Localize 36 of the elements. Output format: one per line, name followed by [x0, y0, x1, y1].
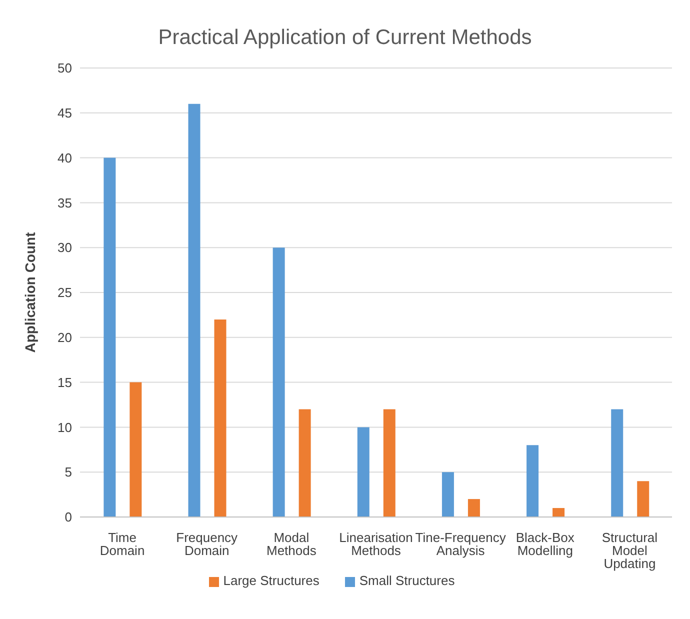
y-tick-label: 10 [58, 420, 72, 435]
bar [383, 409, 396, 517]
bar [298, 409, 311, 517]
y-tick-label: 5 [64, 464, 72, 480]
x-tick-label: Structural Model Updating [602, 530, 658, 572]
x-tick-label: Modal Methods [266, 530, 317, 558]
bar [272, 248, 285, 517]
bar [552, 508, 565, 517]
bar [104, 158, 116, 517]
y-tick-label: 50 [58, 60, 72, 76]
y-tick-label: 15 [58, 374, 72, 390]
bar [468, 499, 480, 517]
bar [130, 382, 142, 517]
bar [214, 319, 226, 517]
y-tick-label: 25 [58, 285, 72, 300]
x-tick-label: Frequency Domain [176, 530, 238, 558]
bar [637, 481, 650, 517]
legend-label: Small Structures [359, 573, 455, 588]
y-tick-label: 0 [64, 510, 72, 525]
bar [611, 409, 624, 517]
y-tick-label: 35 [58, 195, 72, 210]
y-tick-label: 45 [58, 106, 72, 121]
bar [526, 445, 539, 517]
x-tick-label: Linearisation Methods [339, 530, 413, 558]
x-tick-label: Time Domain [100, 530, 145, 558]
bar [357, 427, 370, 517]
chart-title: Practical Application of Current Methods [157, 26, 533, 50]
legend-label: Large Structures [223, 573, 320, 588]
y-tick-label: 20 [58, 330, 72, 346]
y-axis-title: Application Count [22, 232, 38, 353]
bar [442, 472, 454, 517]
bar [188, 104, 200, 517]
x-tick-label: Black-Box Modelling [516, 530, 575, 558]
x-tick-label: Tine-Frequency Analysis [415, 530, 506, 558]
y-tick-label: 40 [58, 150, 72, 166]
y-tick-label: 30 [58, 240, 72, 256]
